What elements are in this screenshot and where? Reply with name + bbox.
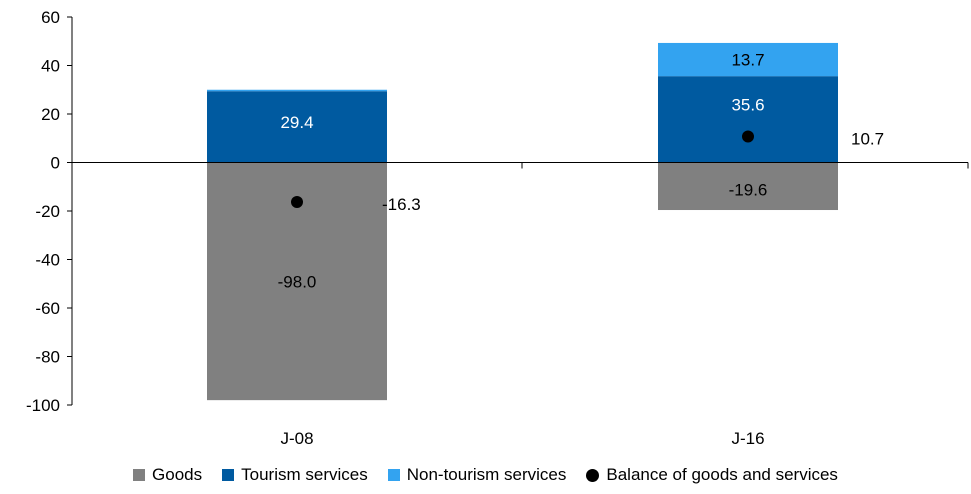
legend-label-balance: Balance of goods and services (606, 465, 838, 484)
x-tick-label: J-16 (731, 429, 764, 448)
data-label-balance: -16.3 (382, 195, 421, 214)
y-tick-label: -80 (35, 348, 60, 367)
y-tick-label: 0 (51, 154, 60, 173)
legend-item-balance: Balance of goods and services (586, 465, 838, 485)
legend-swatch-non-tourism (387, 469, 400, 481)
y-tick-label: -40 (35, 251, 60, 270)
y-tick-label: 60 (41, 8, 60, 27)
legend-item-tourism: Tourism services (222, 465, 368, 485)
y-tick-label: 20 (41, 105, 60, 124)
x-tick-label: J-08 (280, 429, 313, 448)
data-label-tourism: 29.4 (280, 113, 313, 132)
y-tick-label: -100 (26, 396, 60, 415)
legend-label-goods: Goods (152, 465, 203, 484)
legend: Goods Tourism services Non-tourism servi… (0, 464, 971, 486)
legend-item-non-tourism: Non-tourism services (387, 465, 567, 485)
legend-swatch-goods (133, 469, 146, 481)
legend-label-tourism: Tourism services (241, 465, 368, 484)
y-tick-label: -60 (35, 299, 60, 318)
bar-non-tourism-services-j-16 (658, 42, 838, 77)
y-tick-label: 40 (41, 57, 60, 76)
data-label-goods: -98.0 (278, 272, 317, 291)
data-label-goods: -19.6 (729, 180, 768, 199)
balance-point (742, 130, 754, 143)
y-tick-label: -20 (35, 202, 60, 221)
legend-swatch-tourism (222, 469, 235, 481)
legend-label-non-tourism: Non-tourism services (406, 465, 567, 484)
data-label-tourism: 35.6 (731, 95, 764, 114)
legend-item-goods: Goods (133, 465, 202, 485)
data-label-balance: 10.7 (851, 130, 884, 149)
bar-non-tourism-services-j-08 (207, 89, 387, 92)
bar-tourism-services-j-16 (658, 76, 838, 163)
balance-point (291, 196, 303, 209)
bar-goods-j-16 (658, 162, 838, 211)
data-label-non-tourism: 13.7 (731, 51, 764, 70)
bar-tourism-services-j-08 (207, 91, 387, 163)
legend-dot-balance (586, 468, 600, 482)
